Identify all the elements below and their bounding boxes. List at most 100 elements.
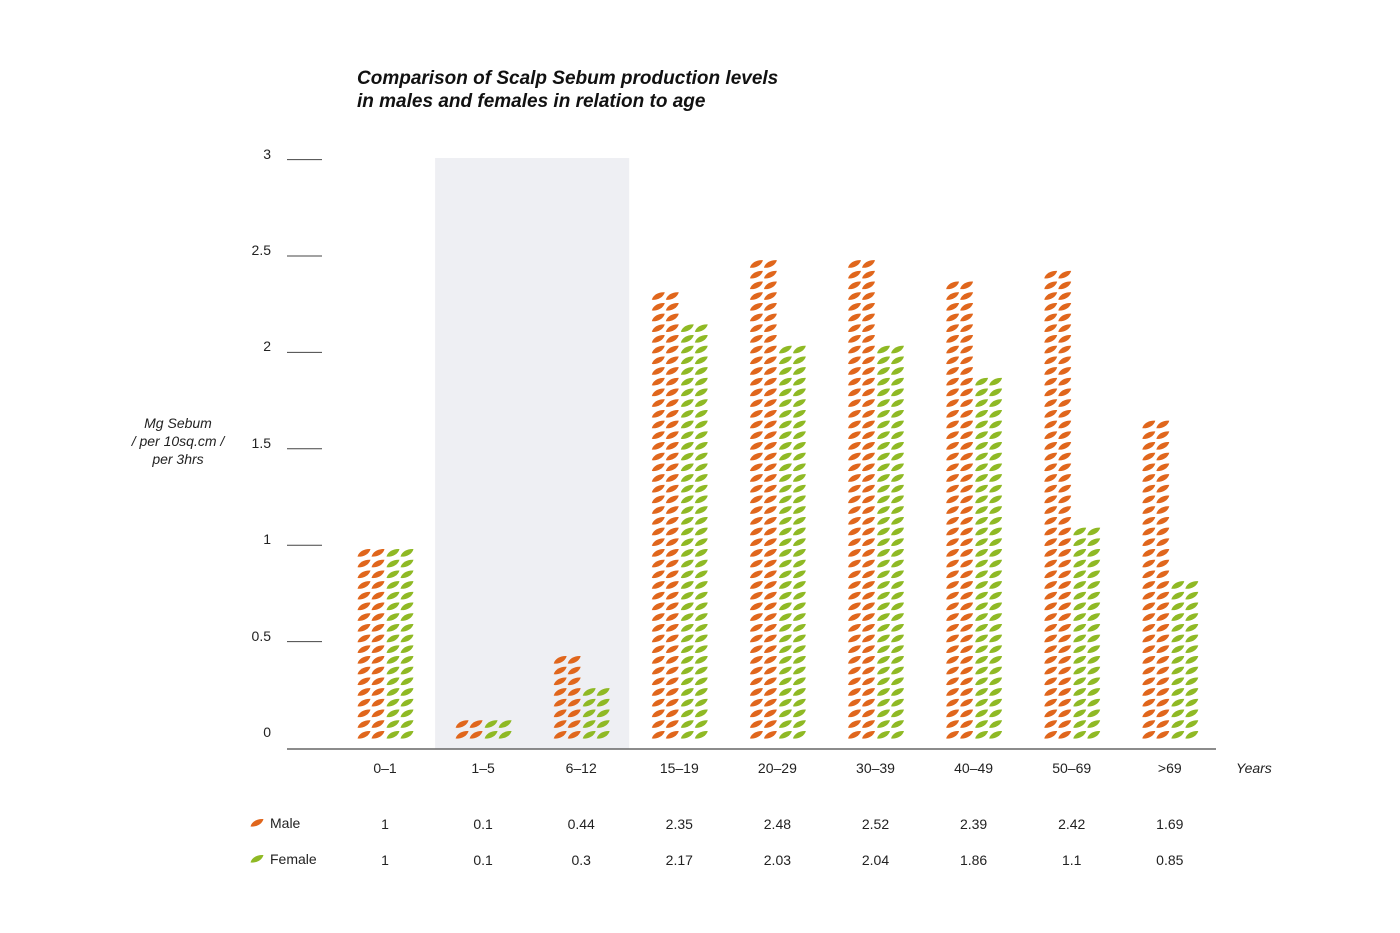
male-leaf-mark: [960, 688, 974, 696]
female-leaf-mark: [975, 431, 989, 439]
male-leaf-mark: [763, 270, 777, 279]
male-leaf-mark: [946, 356, 960, 365]
female-leaf-mark: [792, 377, 806, 386]
male-leaf-mark: [1156, 709, 1170, 718]
male-leaf-mark: [960, 570, 974, 579]
female-leaf-mark: [400, 688, 414, 696]
male-leaf-mark: [1044, 613, 1058, 621]
female-leaf-mark: [989, 538, 1003, 546]
male-leaf-mark: [749, 367, 763, 375]
female-leaf-mark: [891, 377, 904, 386]
male-leaf-mark: [960, 495, 974, 504]
male-leaf-mark: [1142, 677, 1156, 686]
female-leaf-mark: [1185, 709, 1199, 718]
male-leaf-mark: [848, 720, 861, 728]
female-leaf-mark: [1185, 602, 1199, 611]
female-leaf-mark: [891, 474, 904, 482]
female-leaf-mark: [680, 463, 694, 472]
male-leaf-mark: [651, 313, 665, 322]
female-leaf-mark: [1171, 666, 1185, 675]
female-leaf-mark: [386, 698, 400, 707]
female-leaf-mark: [386, 623, 400, 632]
female-leaf-mark: [975, 409, 989, 418]
male-leaf-mark: [946, 281, 960, 290]
male-leaf-mark: [1044, 388, 1058, 397]
female-leaf-mark: [975, 495, 989, 504]
male-leaf-mark: [749, 495, 763, 504]
male-leaf-mark: [665, 581, 679, 589]
male-leaf-mark: [1058, 495, 1072, 504]
male-leaf-mark: [960, 634, 974, 643]
male-leaf-mark: [1058, 623, 1072, 632]
male-leaf-mark: [651, 409, 665, 418]
male-leaf-mark: [960, 474, 974, 482]
male-leaf-mark: [946, 559, 960, 568]
male-leaf-mark: [749, 602, 763, 611]
female-leaf-mark: [891, 559, 904, 568]
male-leaf-mark: [665, 730, 679, 739]
male-leaf-mark: [862, 538, 875, 546]
male-leaf-mark: [651, 484, 665, 493]
male-leaf-mark: [665, 634, 679, 643]
female-leaf-mark: [1087, 730, 1101, 739]
female-leaf-mark: [792, 484, 806, 493]
female-leaf-mark: [778, 677, 792, 686]
male-leaf-mark: [1156, 431, 1170, 439]
male-leaf-mark: [862, 313, 875, 322]
female-leaf-mark: [891, 409, 904, 418]
male-leaf-mark: [848, 302, 861, 311]
female-leaf-mark: [694, 527, 708, 536]
male-leaf-mark: [749, 677, 763, 686]
male-leaf-mark: [651, 549, 665, 557]
male-leaf-mark: [946, 345, 960, 354]
female-leaf-mark: [989, 388, 1003, 397]
male-leaf-mark: [1044, 538, 1058, 546]
male-leaf-mark: [1142, 709, 1156, 718]
male-leaf-mark: [371, 602, 385, 611]
female-leaf-mark: [778, 431, 792, 439]
male-leaf-mark: [862, 409, 875, 418]
male-leaf-mark: [1058, 549, 1072, 557]
male-leaf-mark: [1156, 720, 1170, 728]
female-leaf-mark: [694, 431, 708, 439]
male-leaf-mark: [1058, 292, 1072, 300]
male-leaf-mark: [946, 549, 960, 557]
female-leaf-mark: [778, 549, 792, 557]
female-leaf-mark: [891, 506, 904, 514]
female-leaf-mark: [680, 442, 694, 450]
female-leaf-mark: [989, 559, 1003, 568]
female-leaf-mark: [680, 688, 694, 696]
female-leaf-mark: [680, 720, 694, 728]
female-leaf-mark: [1073, 570, 1087, 579]
female-leaf-mark: [975, 452, 989, 461]
male-leaf-mark: [749, 634, 763, 643]
male-leaf-mark: [651, 656, 665, 664]
female-value-label: 2.04: [861, 852, 890, 868]
male-leaf-mark: [848, 613, 861, 621]
female-leaf-mark: [989, 377, 1003, 386]
female-leaf-mark: [1185, 623, 1199, 632]
male-leaf-mark: [1044, 666, 1058, 675]
female-leaf-mark: [1087, 688, 1101, 696]
male-leaf-mark: [371, 623, 385, 632]
male-leaf-mark: [371, 730, 385, 739]
male-leaf-mark: [862, 356, 875, 365]
male-leaf-mark: [665, 345, 679, 354]
female-leaf-mark: [877, 420, 890, 429]
male-leaf-mark: [763, 345, 777, 354]
female-leaf-mark: [989, 527, 1003, 536]
male-leaf-mark: [749, 324, 763, 332]
male-leaf-mark: [848, 677, 861, 686]
male-leaf-mark: [862, 677, 875, 686]
female-leaf-mark: [1087, 570, 1101, 579]
female-leaf-mark: [1073, 634, 1087, 643]
female-leaf-mark: [877, 602, 890, 611]
female-leaf-mark: [877, 634, 890, 643]
male-leaf-mark: [848, 623, 861, 632]
female-leaf-mark: [694, 345, 708, 354]
male-leaf-mark: [848, 666, 861, 675]
male-leaf-mark: [1058, 666, 1072, 675]
x-tick-label: 30–39: [856, 760, 895, 776]
female-leaf-mark: [680, 388, 694, 397]
female-leaf-mark: [792, 688, 806, 696]
